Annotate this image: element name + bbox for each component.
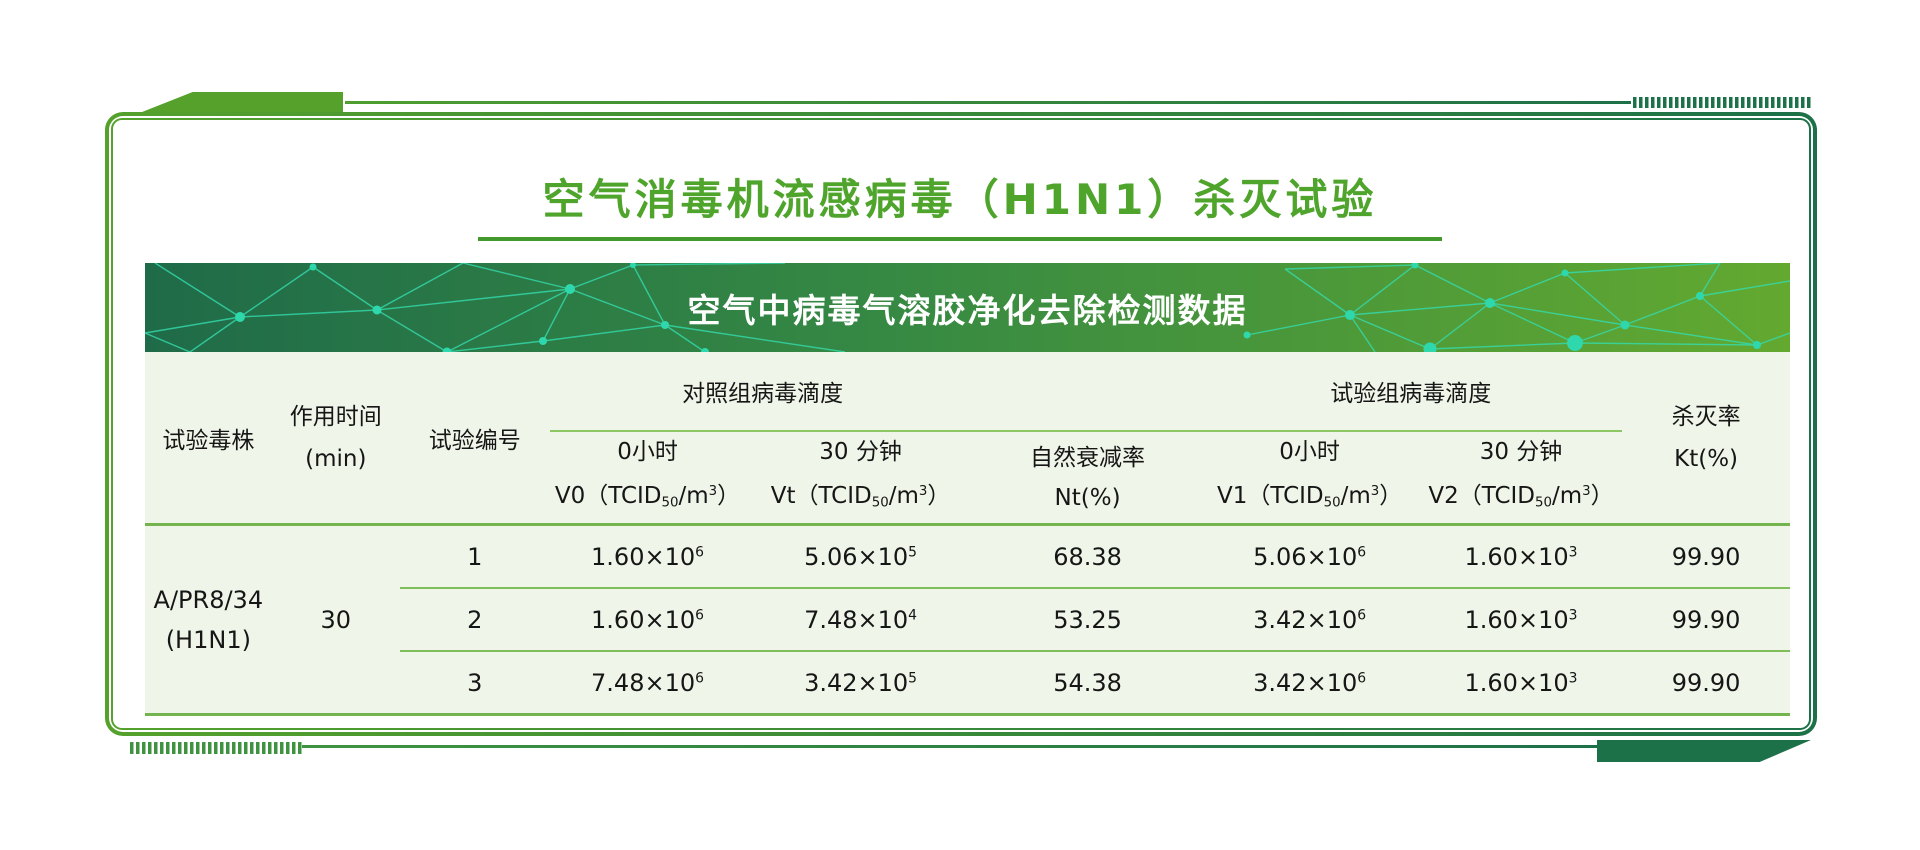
col-header-trial-no: 试验编号 <box>399 352 550 527</box>
titer-v2-cell: 1.60×103 <box>1419 651 1623 717</box>
top-hatch-marks <box>1633 97 1811 108</box>
titer-vt-cell: 5.06×105 <box>745 524 976 590</box>
page-title: 空气消毒机流感病毒（H1N1）杀灭试验 <box>542 175 1378 224</box>
titer-vt-cell: 3.42×105 <box>745 651 976 717</box>
col-header-kill-rate: 杀灭率 Kt(%) <box>1622 352 1790 527</box>
results-table: 试验毒株 作用时间 (min) 试验编号 对照组病毒滴度 试验组病毒滴度 杀灭率… <box>145 352 1790 717</box>
col-header-duration: 作用时间 (min) <box>271 352 400 527</box>
group-header-treatment: 试验组病毒滴度 <box>1199 352 1623 432</box>
kill-rate-cell: 99.90 <box>1622 651 1790 717</box>
titer-vt-cell: 7.48×104 <box>745 588 976 653</box>
section-banner: 空气中病毒气溶胶净化去除检测数据 <box>145 263 1790 352</box>
decay-cell: 53.25 <box>975 588 1200 653</box>
network-mesh-pattern <box>145 263 1790 352</box>
col-header-v0: 0小时 V0（TCID50/m3） <box>549 431 746 527</box>
corner-tab-bottom-right <box>1597 740 1811 762</box>
titer-v0-cell: 1.60×106 <box>549 524 746 590</box>
titer-v0-cell: 7.48×106 <box>549 651 746 717</box>
col-header-v2: 30 分钟 V2（TCID50/m3） <box>1419 431 1623 527</box>
table-row: A/PR8/34 (H1N1) 30 1 1.60×106 5.06×105 6… <box>145 524 1790 717</box>
decay-cell: 54.38 <box>975 651 1200 717</box>
corner-tab-top-left <box>137 92 343 114</box>
col-header-natural-decay: 自然衰减率 Nt(%) <box>975 431 1200 527</box>
table-row: 2 1.60×106 7.48×104 53.25 3.42×106 1.60×… <box>145 588 1790 653</box>
strain-cell: A/PR8/34 (H1N1) <box>145 524 272 717</box>
bottom-accent-line <box>302 745 1597 748</box>
kill-rate-cell: 99.90 <box>1622 588 1790 653</box>
titer-v0-cell: 1.60×106 <box>549 588 746 653</box>
trial-no-cell: 2 <box>399 588 550 653</box>
col-header-vt: 30 分钟 Vt（TCID50/m3） <box>745 431 976 527</box>
titer-v2-cell: 1.60×103 <box>1419 524 1623 590</box>
group-header-control: 对照组病毒滴度 <box>549 352 976 432</box>
decay-cell: 68.38 <box>975 524 1200 590</box>
bottom-hatch-marks <box>130 742 302 754</box>
titer-v2-cell: 1.60×103 <box>1419 588 1623 653</box>
titer-v1-cell: 3.42×106 <box>1199 651 1420 717</box>
titer-v1-cell: 3.42×106 <box>1199 588 1420 653</box>
table-row: 3 7.48×106 3.42×105 54.38 3.42×106 1.60×… <box>145 651 1790 717</box>
trial-no-cell: 1 <box>399 524 550 590</box>
top-accent-line <box>345 101 1631 104</box>
group-header-spacer <box>975 352 1200 432</box>
banner-title: 空气中病毒气溶胶净化去除检测数据 <box>687 290 1248 330</box>
trial-no-cell: 3 <box>399 651 550 717</box>
title-underline <box>478 237 1442 241</box>
titer-v1-cell: 5.06×106 <box>1199 524 1420 590</box>
col-header-v1: 0小时 V1（TCID50/m3） <box>1199 431 1420 527</box>
col-header-strain: 试验毒株 <box>145 352 272 527</box>
duration-cell: 30 <box>271 524 400 717</box>
kill-rate-cell: 99.90 <box>1622 524 1790 590</box>
